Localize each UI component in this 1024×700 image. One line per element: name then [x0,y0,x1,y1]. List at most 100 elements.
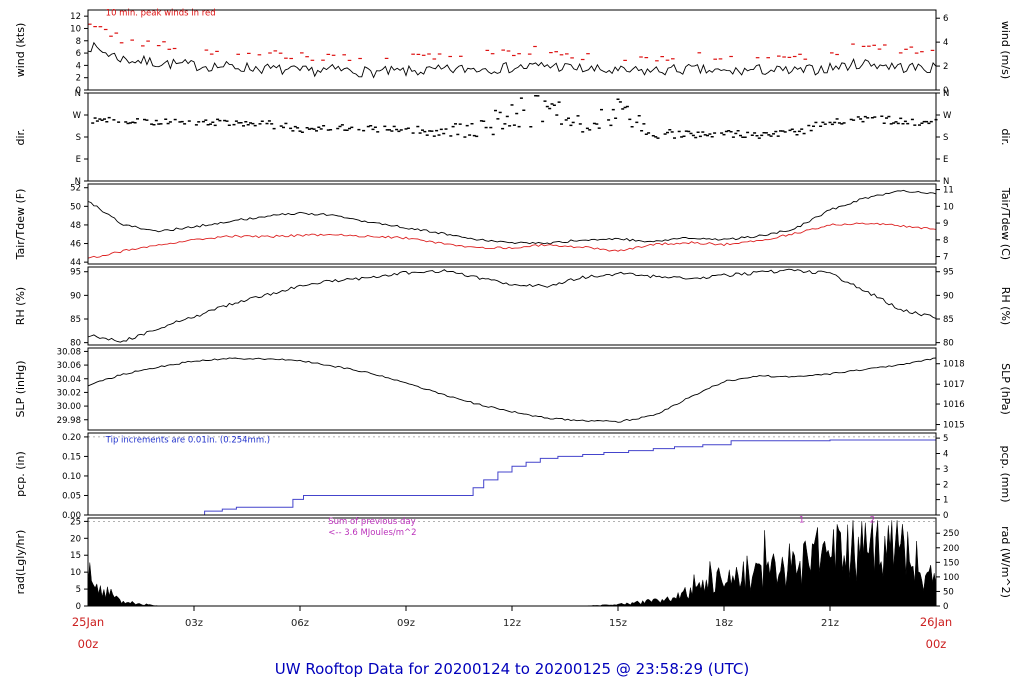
svg-text:0: 0 [943,86,948,96]
svg-text:150: 150 [943,558,959,568]
svg-text:85: 85 [70,315,81,325]
panel-precip: 0.00 0.05 0.10 0.15 0.20 0 1 2 3 4 5 pcp. (in) pcp. … [14,432,1012,521]
series-wind-direction-deg [91,95,938,139]
svg-text:30.02: 30.02 [57,388,81,398]
series-relative-humidity-pct [87,268,937,343]
svg-text:95: 95 [943,268,954,278]
panel-frame [87,9,937,91]
svg-text:E: E [76,155,81,165]
panel-frame [87,347,937,431]
axis-label-right-radiation: rad (W/m^2) [999,526,1012,598]
panel-temperature: 44 46 48 50 52 7 8 9 10 11 Tair/Tdew (F) Tair/Tdew … [14,183,1012,268]
svg-text:85: 85 [943,315,954,325]
axis-label-right-slp: SLP (hPa) [999,363,1012,415]
svg-text:N: N [943,177,949,187]
svg-text:1015: 1015 [943,421,965,431]
svg-text:0: 0 [943,602,948,612]
series-tdew-f [87,222,937,259]
svg-text:12: 12 [70,12,81,22]
svg-text:4: 4 [943,450,948,460]
svg-text:52: 52 [70,184,81,194]
svg-text:50: 50 [70,202,81,212]
svg-text:30.04: 30.04 [57,375,81,385]
svg-text:6: 6 [76,49,81,59]
annotation: 2 [870,516,875,526]
svg-text:4: 4 [76,61,81,71]
series-wind-10min-peak-kts [88,23,935,62]
svg-text:46: 46 [70,240,81,250]
svg-text:N: N [943,89,949,99]
panel-frame [87,183,937,265]
svg-text:15z: 15z [609,618,627,629]
svg-text:4: 4 [943,38,948,48]
svg-text:0.05: 0.05 [62,491,81,501]
svg-text:1: 1 [943,496,948,506]
svg-text:S: S [943,133,948,143]
svg-text:8: 8 [943,236,948,246]
svg-text:10: 10 [70,568,81,578]
svg-text:8: 8 [76,37,81,47]
svg-text:1016: 1016 [943,400,965,410]
axis-label-left-rh: RH (%) [14,287,27,325]
svg-text:12z: 12z [503,618,521,629]
series-sea-level-pressure-inhg [87,357,937,423]
svg-text:3: 3 [943,465,948,475]
series-wind-average-kts [87,41,937,79]
series-tair-f [87,189,937,245]
svg-text:30.08: 30.08 [57,347,81,357]
multipanel-timeseries-chart: 0 2 4 6 8 10 12 0 2 4 6 wind (kts) wind (m/s) 10 min.… [14,9,1012,651]
x-end-date: 26Jan [920,615,952,629]
axis-label-left-slp: SLP (inHg) [14,360,27,417]
series-precip-accum-in [88,438,937,516]
annotation: Tip increments are 0.01in. (0.254mm.) [105,435,270,445]
annotation: <-- 3.6 MJoules/m^2 [328,528,416,538]
panel-frame [87,92,937,182]
axis-label-right-precip: pcp. (mm) [999,445,1012,502]
svg-text:10: 10 [70,24,81,34]
svg-text:0: 0 [76,602,81,612]
svg-text:0.10: 0.10 [62,472,81,482]
svg-text:80: 80 [70,339,81,349]
svg-text:9: 9 [943,219,948,229]
svg-text:0.00: 0.00 [62,511,81,521]
svg-text:250: 250 [943,529,959,539]
svg-text:00z: 00z [926,637,947,651]
annotation: 10 min. peak winds in red [106,9,216,19]
svg-text:11: 11 [943,186,954,196]
svg-text:10: 10 [943,202,954,212]
svg-text:N: N [75,177,81,187]
panel-frame [87,432,937,516]
svg-text:50: 50 [943,587,954,597]
svg-text:21z: 21z [821,618,839,629]
axis-label-left-temperature: Tair/Tdew (F) [14,189,27,261]
svg-text:S: S [76,133,81,143]
svg-text:95: 95 [70,268,81,278]
svg-text:09z: 09z [397,618,415,629]
svg-text:5: 5 [943,434,948,444]
svg-text:0: 0 [943,511,948,521]
svg-text:00z: 00z [78,637,99,651]
svg-text:100: 100 [943,573,959,583]
svg-text:18z: 18z [715,618,733,629]
axis-label-right-wind: wind (m/s) [999,21,1012,79]
annotation: 1 [799,516,804,526]
svg-text:200: 200 [943,544,959,554]
svg-text:0.20: 0.20 [62,433,81,443]
svg-text:2: 2 [943,62,948,72]
annotation: Sum of previous day [328,517,415,527]
x-axis: 03z 06z 09z 12z 15z 18z 21z 25Jan 00z 26Jan 00z [72,606,952,651]
svg-text:44: 44 [70,258,81,268]
svg-text:N: N [75,89,81,99]
svg-text:30.06: 30.06 [57,361,81,371]
axis-label-left-wind: wind (kts) [14,23,27,78]
svg-text:80: 80 [943,339,954,349]
svg-text:15: 15 [70,551,81,561]
axis-label-left-radiation: rad(Lgly/hr) [14,530,27,595]
svg-text:5: 5 [76,585,81,595]
axis-label-left-precip: pcp. (in) [14,451,27,497]
svg-text:48: 48 [70,221,81,231]
svg-text:25: 25 [70,517,81,527]
x-start-date: 25Jan [72,615,104,629]
